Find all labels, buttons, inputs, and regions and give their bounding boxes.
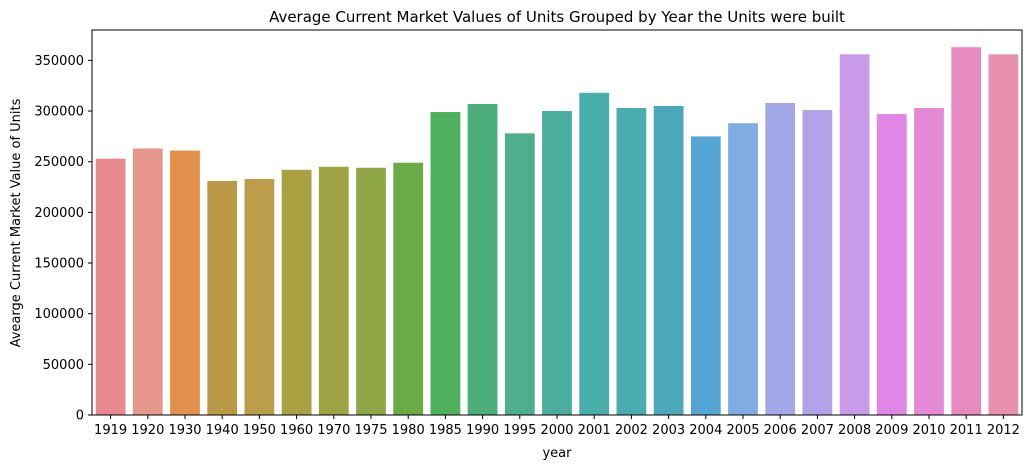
x-tick-label-1975: 1975: [354, 423, 387, 438]
x-tick-label-2012: 2012: [987, 423, 1020, 438]
bar-1980: [393, 162, 424, 415]
bar-1930: [170, 150, 200, 415]
x-tick-label-2011: 2011: [950, 423, 983, 438]
bar-1985: [430, 112, 461, 415]
x-tick-label-2002: 2002: [615, 423, 648, 438]
x-tick-label-1985: 1985: [429, 423, 462, 438]
bar-1970: [318, 166, 349, 415]
x-tick-label-2010: 2010: [912, 423, 945, 438]
y-tick-label-100000: 100000: [34, 307, 84, 322]
bar-2001: [579, 92, 610, 415]
bar-2002: [616, 108, 647, 415]
x-tick-label-1970: 1970: [317, 423, 350, 438]
bar-2007: [802, 110, 833, 415]
x-tick-label-1920: 1920: [131, 423, 164, 438]
x-tick-label-2001: 2001: [578, 423, 611, 438]
bar-2003: [653, 105, 684, 416]
x-axis-label: year: [542, 446, 572, 461]
y-tick-label-250000: 250000: [34, 155, 84, 170]
bar-1990: [467, 103, 498, 416]
bar-2009: [876, 114, 907, 415]
bar-2004: [690, 136, 721, 415]
bar-2010: [914, 108, 944, 415]
bar-1919: [95, 158, 126, 416]
bar-2012: [988, 54, 1019, 415]
bar-2000: [542, 111, 572, 416]
bar-1975: [356, 167, 386, 415]
bar-1950: [244, 178, 275, 415]
bar-1920: [132, 148, 163, 416]
plot-frame: [91, 29, 1023, 416]
y-tick-label-200000: 200000: [34, 206, 84, 221]
x-tick-label-2004: 2004: [689, 423, 722, 438]
y-tick-label-50000: 50000: [43, 358, 84, 373]
bar-2008: [839, 54, 870, 415]
y-axis-label: Avearge Current Market Value of Units: [9, 98, 24, 347]
bar-2011: [951, 47, 982, 415]
x-tick-label-1995: 1995: [503, 423, 536, 438]
x-tick-label-1940: 1940: [206, 423, 239, 438]
x-tick-label-2006: 2006: [764, 423, 797, 438]
chart-title: Average Current Market Values of Units G…: [269, 8, 845, 26]
x-tick-label-1919: 1919: [94, 423, 127, 438]
x-tick-label-1930: 1930: [168, 423, 201, 438]
x-tick-label-1950: 1950: [243, 423, 276, 438]
y-tick-label-350000: 350000: [34, 54, 84, 69]
bars-layer: [95, 47, 1019, 416]
axes-layer: 1919 1920 1930 1940 1950 1960 1970 1975 1980 1985…: [34, 29, 1023, 438]
bar-2006: [765, 102, 796, 415]
x-tick-label-1990: 1990: [466, 423, 499, 438]
x-tick-label-2007: 2007: [801, 423, 834, 438]
bar-2005: [728, 123, 758, 416]
x-tick-label-2008: 2008: [838, 423, 871, 438]
x-tick-label-2009: 2009: [875, 423, 908, 438]
y-tick-label-150000: 150000: [34, 257, 84, 272]
bar-1995: [504, 133, 535, 415]
y-tick-label-0: 0: [76, 409, 84, 424]
y-tick-label-300000: 300000: [34, 105, 84, 120]
x-tick-label-2003: 2003: [652, 423, 685, 438]
x-tick-label-2005: 2005: [726, 423, 759, 438]
bar-1960: [281, 169, 312, 415]
bar-1940: [207, 180, 238, 415]
x-tick-label-2000: 2000: [540, 423, 573, 438]
x-tick-label-1980: 1980: [392, 423, 425, 438]
x-tick-label-1960: 1960: [280, 423, 313, 438]
